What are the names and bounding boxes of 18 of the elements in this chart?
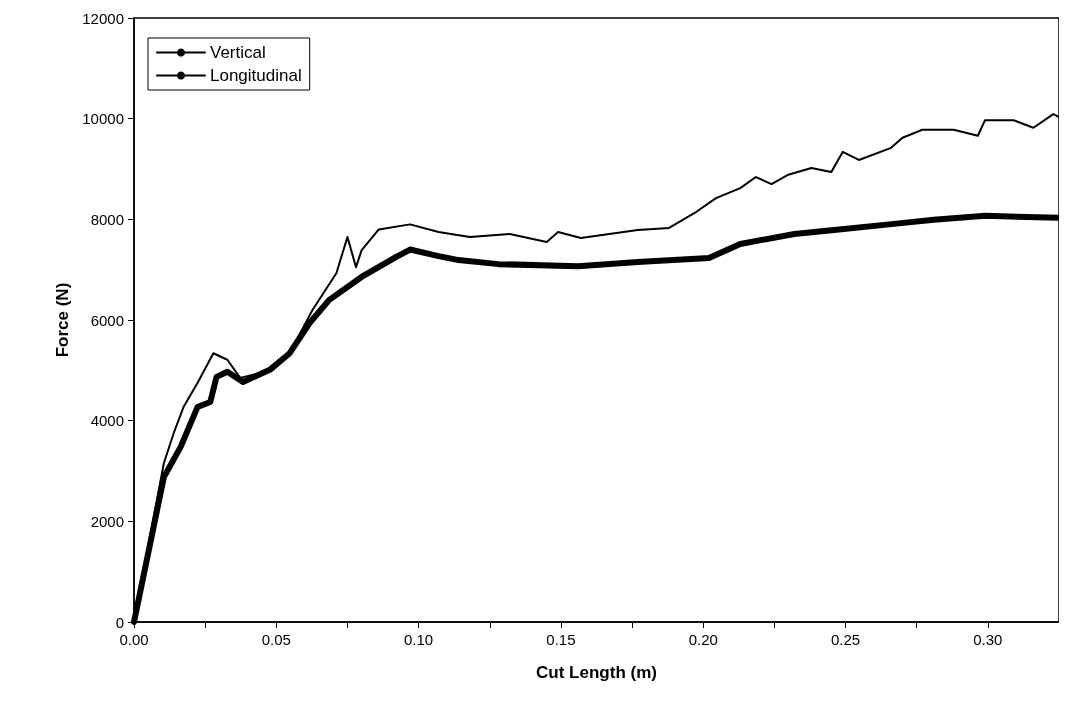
y-tick-label: 6000 bbox=[90, 311, 124, 329]
legend-label: Vertical bbox=[210, 43, 266, 62]
x-tick-label: 0.00 bbox=[119, 631, 149, 648]
y-tick-label: 8000 bbox=[90, 210, 124, 228]
x-axis-title: Cut Length (m) bbox=[536, 663, 657, 682]
y-tick-label: 10000 bbox=[82, 110, 124, 128]
y-tick-label: 4000 bbox=[90, 412, 124, 430]
y-axis-title: Force (N) bbox=[53, 282, 73, 358]
y-tick-label: 0 bbox=[115, 613, 124, 631]
x-tick-label: 0.10 bbox=[404, 631, 434, 648]
x-tick-label: 0.15 bbox=[546, 631, 576, 648]
x-tick-label: 0.30 bbox=[973, 631, 1003, 648]
legend-label: Longitudinal bbox=[210, 66, 302, 85]
y-tick-label: 2000 bbox=[90, 512, 124, 530]
y-tick-label: 12000 bbox=[82, 9, 124, 27]
x-tick-label: 0.20 bbox=[688, 631, 718, 648]
x-tick-label: 0.25 bbox=[830, 631, 861, 648]
x-tick-label: 0.05 bbox=[261, 631, 291, 648]
